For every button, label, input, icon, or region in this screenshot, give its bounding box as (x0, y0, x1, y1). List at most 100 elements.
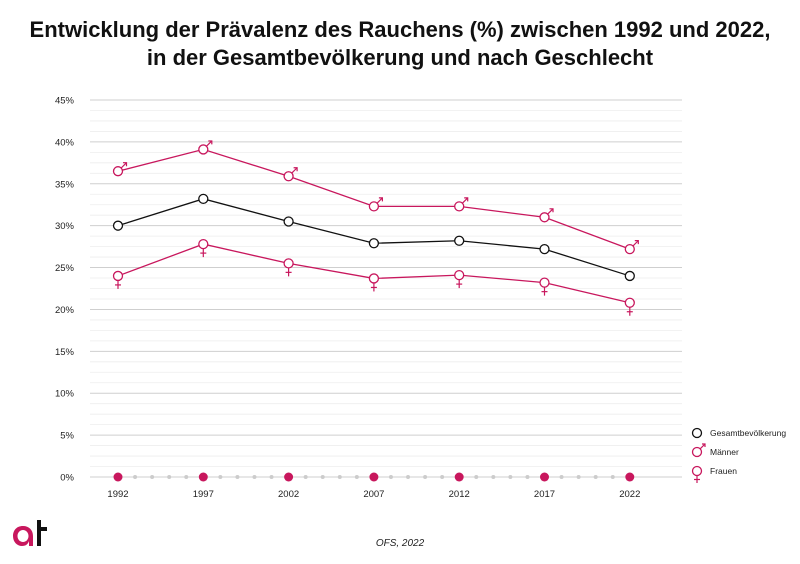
y-tick-label: 25% (55, 263, 75, 274)
data-point (454, 269, 465, 281)
y-tick-label: 10% (55, 389, 75, 400)
data-point (112, 220, 124, 231)
data-point (368, 201, 380, 212)
x-tick-label: 2022 (619, 489, 640, 500)
data-point (454, 235, 465, 246)
y-axis: 0% 5% 10% 15% 20% 25% 30% 35% 40% 45% (55, 96, 75, 484)
data-point (368, 238, 380, 249)
legend-male-stem (699, 443, 706, 450)
x-minor-dot (559, 475, 564, 479)
x-minor-dot (474, 475, 479, 479)
data-point (283, 171, 294, 182)
data-point (112, 166, 124, 177)
y-tick-label: 45% (55, 96, 75, 107)
x-minor-dot (610, 475, 615, 479)
x-minor-dot (320, 475, 325, 479)
title-line-1: Entwicklung der Prävalenz des Rauchens (… (29, 17, 771, 42)
x-minor-dot (388, 475, 393, 479)
x-tick-label: 2002 (278, 489, 299, 500)
x-minor-dot (354, 475, 359, 479)
male-symbol-stem (547, 208, 554, 215)
x-axis: 1992 1997 2002 2007 2012 2017 2022 (107, 472, 640, 500)
male-symbol-arrow (464, 197, 469, 202)
male-symbol-arrow (634, 240, 639, 245)
x-year-marker (198, 472, 208, 482)
data-point (539, 277, 550, 288)
male-symbol-stem (291, 167, 298, 174)
male-symbol-stem (206, 140, 213, 147)
x-year-marker (113, 472, 123, 482)
x-minor-dot (525, 475, 530, 479)
x-minor-dot (593, 475, 598, 479)
male-symbol-stem (461, 197, 469, 204)
data-point (283, 258, 294, 269)
data-point (539, 243, 550, 255)
data-point (368, 273, 380, 284)
y-tick-label: 15% (55, 347, 75, 358)
x-year-marker (540, 472, 549, 482)
title-line-2: in der Gesamtbevölkerung und nach Geschl… (146, 45, 654, 70)
x-tick-label: 2017 (534, 489, 555, 500)
x-minor-dot (508, 475, 513, 479)
data-point (539, 212, 550, 223)
grid-lines (90, 99, 682, 478)
y-tick-label: 5% (60, 431, 74, 442)
x-tick-label: 2012 (449, 489, 470, 500)
data-point (624, 270, 635, 282)
y-tick-label: 0% (60, 473, 74, 484)
x-minor-dot (167, 475, 172, 479)
legend-male-arrow (702, 443, 706, 447)
male-symbol-arrow (208, 140, 213, 145)
x-minor-dot (133, 475, 138, 479)
x-minor-dot (269, 475, 274, 479)
data-point (198, 193, 209, 205)
legend-label: Gesamtbevölkerung (710, 428, 786, 438)
x-minor-dot (150, 475, 155, 479)
data-point (198, 238, 209, 250)
x-minor-dot (491, 475, 496, 479)
x-minor-dot (235, 475, 240, 479)
legend-marker (691, 465, 703, 477)
male-symbol-arrow (293, 167, 298, 172)
x-minor-dot (218, 475, 223, 479)
y-tick-label: 40% (55, 137, 75, 148)
series-line-1 (117, 148, 631, 250)
x-tick-label: 1997 (193, 489, 214, 500)
x-year-marker (369, 472, 379, 482)
x-year-marker (454, 472, 464, 482)
y-tick-label: 35% (55, 179, 75, 190)
x-minor-dot (303, 475, 308, 479)
y-tick-label: 20% (55, 305, 75, 316)
legend-label: Frauen (710, 466, 737, 476)
male-symbol-stem (632, 240, 639, 247)
data-point (283, 216, 294, 227)
y-tick-label: 30% (55, 221, 75, 232)
legend-marker (691, 446, 703, 458)
x-minor-dot (337, 475, 342, 479)
chart-title: Entwicklung der Prävalenz des Rauchens (… (0, 16, 800, 72)
x-minor-dot (440, 475, 445, 479)
data-point (198, 144, 209, 155)
x-minor-dot (576, 475, 581, 479)
x-minor-dot (252, 475, 257, 479)
male-symbol-arrow (378, 197, 383, 202)
series-group (112, 140, 639, 316)
x-tick-label: 2007 (363, 489, 384, 500)
x-tick-label: 1992 (107, 489, 128, 500)
legend-marker (691, 427, 703, 439)
data-point (624, 297, 635, 308)
data-point (112, 270, 124, 282)
source-label: OFS, 2022 (375, 538, 425, 549)
x-minor-dot (406, 475, 411, 479)
x-minor-dot (423, 475, 428, 479)
x-year-marker (284, 472, 294, 482)
data-point (624, 243, 635, 255)
x-minor-dot (184, 475, 189, 479)
male-symbol-arrow (549, 208, 554, 213)
male-symbol-stem (376, 197, 383, 204)
brand-logo (13, 520, 47, 546)
male-symbol-arrow (123, 162, 128, 167)
legend: Gesamtbevölkerung Männer Frauen (691, 427, 786, 483)
male-symbol-stem (120, 162, 127, 169)
